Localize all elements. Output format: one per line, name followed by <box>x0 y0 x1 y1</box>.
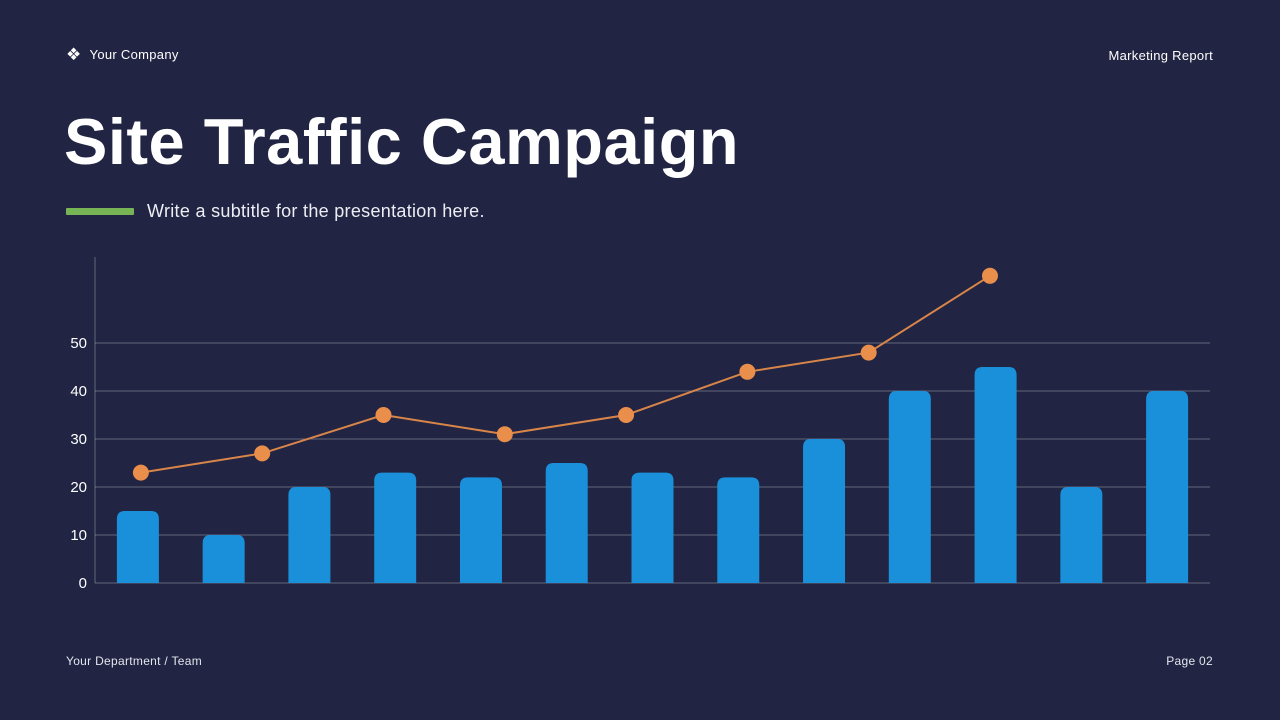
bar-value-3 <box>288 487 331 583</box>
trend-point-6 <box>739 363 756 380</box>
trend-point-8 <box>981 267 998 284</box>
bar-value-7 <box>631 472 674 583</box>
footer-department: Your Department / Team <box>66 654 203 668</box>
trend-point-7 <box>860 344 877 361</box>
traffic-combo-chart: 0 10 20 30 40 50 <box>0 245 1280 625</box>
bar-value-2 <box>202 535 245 583</box>
y-axis-tick-label: 20 <box>70 479 87 496</box>
trend-line <box>140 274 991 474</box>
bar-value-6 <box>545 463 588 583</box>
bar-value-9 <box>803 439 846 583</box>
y-axis-tick-label: 10 <box>70 527 87 544</box>
trend-point-1 <box>132 464 149 481</box>
slide-title: Site Traffic Campaign <box>64 105 740 178</box>
bar-value-10 <box>888 391 931 583</box>
slide-subtitle: Write a subtitle for the presentation he… <box>147 201 485 221</box>
subtitle-row: Write a subtitle for the presentation he… <box>66 201 485 222</box>
bar-value-4 <box>374 472 417 583</box>
subtitle-accent-bar <box>66 208 134 215</box>
bar-value-8 <box>717 477 760 583</box>
bar-value-5 <box>459 477 502 583</box>
chart-svg: 0 10 20 30 40 50 <box>70 257 1210 592</box>
y-axis-tick-label: 0 <box>79 575 87 592</box>
y-axis-tick-label: 30 <box>70 431 87 448</box>
y-axis-tick-label: 50 <box>70 335 87 352</box>
trend-point-2 <box>254 445 271 462</box>
bar-value-13 <box>1146 391 1189 583</box>
trend-point-3 <box>375 407 392 423</box>
bar-value-1 <box>116 511 159 583</box>
bar-value-11 <box>974 367 1017 583</box>
footer-page-number: Page 02 <box>1166 654 1213 668</box>
y-axis-tick-label: 40 <box>70 383 87 400</box>
trend-point-5 <box>618 407 635 423</box>
company-logo-icon: ❖ <box>66 45 82 64</box>
bar-value-12 <box>1060 487 1103 583</box>
trend-point-4 <box>496 426 513 443</box>
company-brand: ❖ Your Company <box>66 46 179 63</box>
report-label: Marketing Report <box>1108 48 1213 63</box>
company-name: Your Company <box>89 47 179 62</box>
